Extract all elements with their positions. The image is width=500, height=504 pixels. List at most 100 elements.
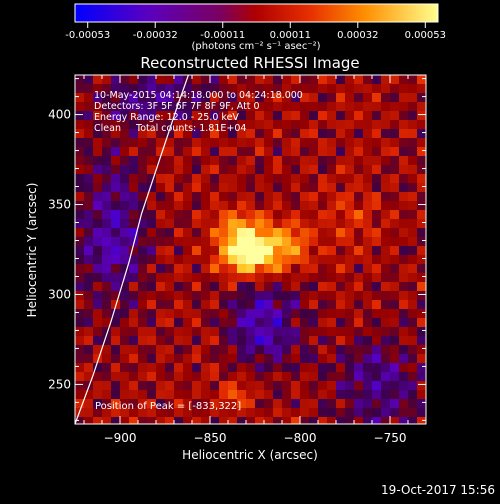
heatmap-cell [399,417,409,424]
heatmap-cell [102,219,112,229]
heatmap-cell [273,318,283,328]
heatmap-cell [399,336,409,346]
x-axis-ticks: −900 −850 −800 −750 [83,75,427,445]
heatmap-cell [192,165,202,175]
heatmap-cell [345,102,355,112]
heatmap-cell [399,309,409,319]
heatmap-cell [219,255,229,265]
heatmap-cell [381,336,391,346]
heatmap-cell [156,354,166,364]
heatmap-cell [390,273,400,283]
heatmap-cell [237,120,247,130]
heatmap-cell [102,273,112,283]
heatmap-cell [327,174,337,184]
heatmap-cell [210,372,220,382]
heatmap-cell [354,372,364,382]
heatmap-cell [408,372,418,382]
heatmap-cell [183,228,193,238]
heatmap-cell [372,282,382,292]
heatmap-cell [192,129,202,139]
heatmap-cell [228,165,238,175]
heatmap-cell [219,264,229,274]
heatmap-cell [102,300,112,310]
heatmap-cell [192,372,202,382]
heatmap-cell [255,102,265,112]
heatmap-cell [210,75,220,85]
heatmap-cell [381,156,391,166]
heatmap-cell [129,219,139,229]
heatmap-cell [156,282,166,292]
heatmap-cell [120,228,130,238]
heatmap-cell [417,345,426,355]
heatmap-cell [174,174,184,184]
heatmap-cell [363,354,373,364]
heatmap-cell [282,354,292,364]
heatmap-cell [408,381,418,391]
heatmap-cell [363,255,373,265]
heatmap-cell [264,417,274,424]
heatmap-cell [138,291,148,301]
heatmap-cell [219,363,229,373]
heatmap-cell [246,129,256,139]
heatmap-cell [102,156,112,166]
heatmap-cell [93,399,103,409]
heatmap-cell [228,156,238,166]
heatmap-cell [138,354,148,364]
heatmap-cell [264,219,274,229]
heatmap-cell [255,84,265,94]
heatmap-cell [363,75,373,85]
heatmap-cell [264,273,274,283]
heatmap-cell [354,408,364,418]
heatmap-cell [102,417,112,424]
heatmap-cell [201,363,211,373]
heatmap-cell [129,93,139,103]
heatmap-cell [120,201,130,211]
heatmap-cell [237,165,247,175]
heatmap-cell [345,201,355,211]
heatmap-cell [255,165,265,175]
heatmap-cell [273,210,283,220]
heatmap-cell [408,201,418,211]
heatmap-cell [399,354,409,364]
heatmap-cell [318,345,328,355]
heatmap-cell [237,129,247,139]
heatmap-cell [363,291,373,301]
heatmap-cell [336,111,346,121]
heatmap-cell [336,156,346,166]
heatmap-cell [354,399,364,409]
heatmap-cell [84,237,94,247]
heatmap-cell [174,255,184,265]
heatmap-cell [381,102,391,112]
heatmap-cell [147,381,157,391]
heatmap-cell [147,201,157,211]
heatmap-cell [273,309,283,319]
heatmap-cell [246,336,256,346]
heatmap-cell [336,381,346,391]
heatmap-cell [345,300,355,310]
heatmap-cell [174,219,184,229]
heatmap-cell [147,408,157,418]
heatmap-cell [300,273,310,283]
heatmap-cell [363,111,373,121]
heatmap-cell [165,129,175,139]
heatmap-cell [246,111,256,121]
heatmap-cell [246,264,256,274]
heatmap-cell [129,165,139,175]
heatmap-cell [273,273,283,283]
heatmap-cell [336,183,346,193]
heatmap-cell [75,363,85,373]
heatmap-cell [363,363,373,373]
heatmap-cell [354,210,364,220]
heatmap-cell [264,75,274,85]
heatmap-cell [147,318,157,328]
heatmap-cell [255,228,265,238]
heatmap-cell [84,255,94,265]
heatmap-cell [291,390,301,400]
heatmap-cell [201,273,211,283]
heatmap-cell [219,345,229,355]
heatmap-cell [282,327,292,337]
heatmap-cell [255,183,265,193]
heatmap-cell [408,156,418,166]
heatmap-cell [372,417,382,424]
heatmap-cell [282,111,292,121]
